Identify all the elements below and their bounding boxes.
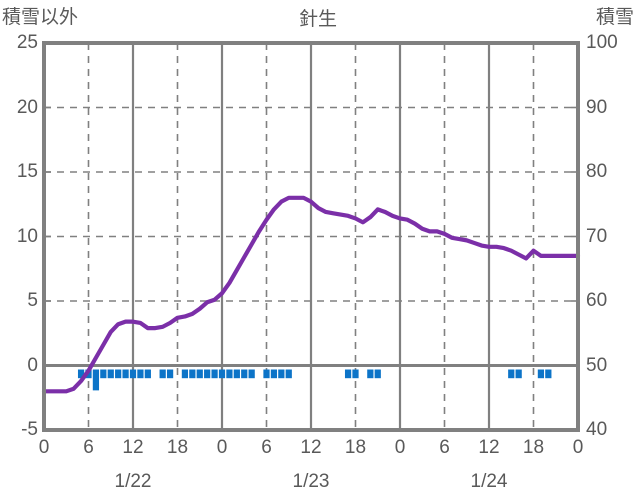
precipitation-bar [263, 369, 270, 379]
precipitation-bar [211, 369, 218, 379]
x-axis-tick-10: 12 [478, 437, 500, 458]
precipitation-bar [159, 369, 166, 379]
x-axis-tick-5: 6 [261, 437, 272, 458]
precipitation-bar [181, 369, 189, 379]
x-axis-tick-7: 18 [344, 437, 367, 458]
x-axis-tick-8: 0 [394, 437, 406, 458]
right-axis-tick-80: 80 [586, 161, 608, 182]
left-axis-unit-label: 積雪以外 [2, 7, 79, 28]
precipitation-bar [278, 369, 285, 379]
precipitation-bar [248, 369, 255, 379]
precipitation-bar [129, 369, 137, 379]
x-axis-tick-11: 18 [522, 437, 545, 458]
x-axis-day-1-24: 1/24 [470, 471, 508, 492]
x-axis-tick-2: 12 [122, 437, 144, 458]
precipitation-bar [107, 369, 114, 379]
precipitation-bar [122, 369, 129, 379]
x-axis-tick-6: 12 [300, 437, 322, 458]
right-axis-tick-100: 100 [586, 32, 618, 53]
right-axis-tick-40: 40 [586, 419, 608, 440]
left-axis-tick-25: 25 [16, 32, 38, 53]
x-axis-tick-3: 18 [166, 437, 189, 458]
precipitation-bar [367, 369, 374, 379]
precipitation-bar [374, 369, 381, 379]
precipitation-bar [196, 369, 203, 379]
precipitation-bar [189, 369, 196, 379]
precipitation-bar [92, 369, 100, 391]
right-axis-unit-label: 積雪 [595, 7, 634, 28]
x-axis-tick-12: 0 [572, 437, 584, 458]
right-axis-tick-90: 90 [586, 96, 608, 118]
left-axis-tick-20: 20 [16, 96, 38, 118]
precipitation-bar [241, 369, 248, 379]
precipitation-bar [270, 369, 278, 379]
left-axis-tick-10: 10 [16, 225, 38, 247]
precipitation-bar [204, 369, 211, 379]
x-axis-tick-1: 6 [83, 437, 94, 458]
precipitation-bar [137, 369, 144, 379]
chart-title: 針生 [298, 9, 337, 30]
x-axis-day-1-22: 1/22 [114, 471, 152, 492]
precipitation-bar [218, 369, 226, 379]
left-axis-tick-5: 5 [27, 290, 38, 311]
precipitation-bar [77, 369, 85, 379]
snow-depth-line [41, 195, 581, 394]
precipitation-bar [166, 369, 174, 379]
right-axis-tick-60: 60 [586, 290, 608, 311]
left-axis-tick-15: 15 [16, 161, 38, 182]
precipitation-bar [344, 369, 352, 379]
precipitation-bar [233, 369, 240, 379]
x-axis-tick-9: 6 [439, 437, 450, 458]
x-axis-tick-4: 0 [216, 437, 228, 458]
right-axis-tick-70: 70 [586, 225, 608, 247]
left-axis-tick--5: -5 [21, 419, 38, 440]
precipitation-bar [508, 369, 515, 379]
left-axis-tick-0: 0 [27, 354, 38, 376]
precipitation-bar [352, 369, 359, 379]
x-axis-tick-0: 0 [38, 437, 50, 458]
precipitation-bar [545, 369, 552, 379]
precipitation-bar [144, 369, 151, 379]
precipitation-bar [226, 369, 233, 379]
right-axis-tick-50: 50 [586, 354, 608, 376]
precipitation-bar [537, 369, 545, 379]
precipitation-bar [115, 369, 122, 379]
precipitation-bar [100, 369, 107, 379]
precipitation-bar [285, 369, 292, 379]
x-axis-day-1-23: 1/23 [292, 471, 330, 492]
precipitation-bar [515, 369, 522, 379]
